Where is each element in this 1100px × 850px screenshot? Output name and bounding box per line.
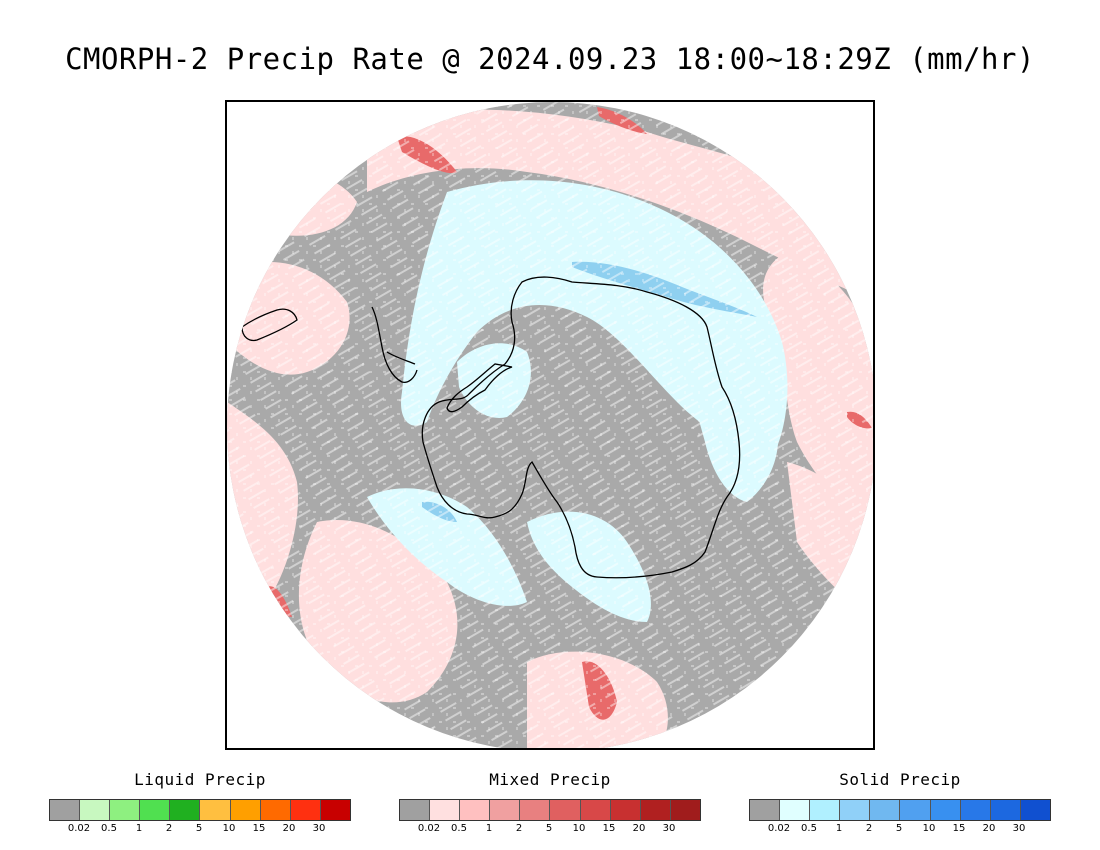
legend-tick-label: 5 [545,823,553,834]
legend-tick-label: 30 [662,823,676,834]
legend-colorbar [49,799,351,821]
legend-tick-label: 5 [195,823,203,834]
legend-swatch [900,800,931,820]
legend-tick-label: 2 [515,823,523,834]
legend-swatch [230,800,261,820]
antarctic-peninsula-coastline [446,363,513,413]
legend-ticks: 0.02 0.5 1 2 5 10 15 20 30 [399,823,699,837]
legend-swatch [640,800,671,820]
legend-tick-label: 5 [895,823,903,834]
legend-colorbar [399,799,701,821]
legend-tick-label: 0.5 [801,823,817,834]
legend-swatch [610,800,641,820]
legend-ticks: 0.02 0.5 1 2 5 10 15 20 30 [749,823,1049,837]
legend-swatch [990,800,1021,820]
liquid-precip-legend: Liquid Precip 0.02 0.5 1 2 5 10 15 20 30 [49,770,351,837]
legend-swatch [780,800,811,820]
legend-swatch [260,800,291,820]
legend-tick-label: 15 [252,823,266,834]
legend-tick-label: 0.02 [417,823,441,834]
legend-tick-label: 30 [312,823,326,834]
legend-tick-label: 1 [835,823,843,834]
legend-swatch [520,800,551,820]
new-zealand-coastline [241,308,298,342]
legend-tick-label: 15 [602,823,616,834]
legend-swatch [750,800,781,820]
legend-tick-label: 20 [982,823,996,834]
legend-swatch [550,800,581,820]
legend-title: Liquid Precip [134,770,266,789]
legend-swatch [170,800,201,820]
legend-tick-label: 2 [165,823,173,834]
legend-swatch [140,800,171,820]
legend-swatch [110,800,141,820]
legend-tick-label: 10 [922,823,936,834]
legend-tick-label: 1 [135,823,143,834]
texture-streaks [227,102,873,748]
legend-swatch [50,800,81,820]
polar-map-canvas [227,102,873,748]
legend-swatch [960,800,991,820]
antarctica-coastline [421,276,741,579]
legend-swatch [460,800,491,820]
legend-title: Mixed Precip [489,770,611,789]
map-disc [227,102,873,748]
legend-colorbar [749,799,1051,821]
mixed-precip-legend: Mixed Precip 0.02 0.5 1 2 5 10 15 20 30 [399,770,701,837]
legend-tick-label: 0.5 [101,823,117,834]
legend-swatch [200,800,231,820]
legend-swatch [840,800,871,820]
legend-tick-label: 2 [865,823,873,834]
legend-swatch [1020,800,1050,820]
legend-tick-label: 1 [485,823,493,834]
legend-swatch [930,800,961,820]
legend-tick-label: 0.02 [767,823,791,834]
legend-swatch [430,800,461,820]
legend-swatch [400,800,431,820]
legend-swatch [80,800,111,820]
legend-swatch [290,800,321,820]
legend-swatch [670,800,700,820]
legend-tick-label: 10 [222,823,236,834]
precipitation-map [225,100,875,750]
legend-swatch [870,800,901,820]
legend-swatch [580,800,611,820]
solid-precip-legend: Solid Precip 0.02 0.5 1 2 5 10 15 20 30 [749,770,1051,837]
south-america-coastline [371,306,418,383]
legend-tick-label: 20 [282,823,296,834]
map-title: CMORPH-2 Precip Rate @ 2024.09.23 18:00~… [65,42,1035,76]
legend-swatch [490,800,521,820]
legend-swatch [320,800,350,820]
legend-title: Solid Precip [839,770,961,789]
legend-tick-label: 0.5 [451,823,467,834]
legend-tick-label: 10 [572,823,586,834]
legend-swatch [810,800,841,820]
legend-ticks: 0.02 0.5 1 2 5 10 15 20 30 [49,823,349,837]
legend-tick-label: 0.02 [67,823,91,834]
legend-tick-label: 15 [952,823,966,834]
legend-tick-label: 20 [632,823,646,834]
legend-tick-label: 30 [1012,823,1026,834]
